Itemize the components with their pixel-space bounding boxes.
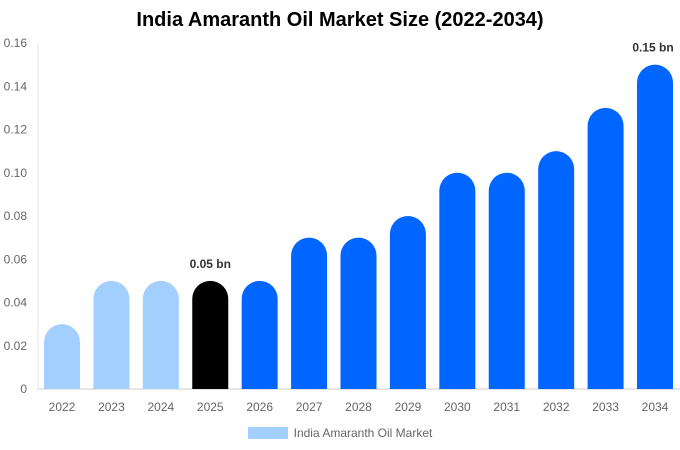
- x-tick-label: 2024: [147, 400, 174, 414]
- y-tick-label: 0.02: [4, 339, 28, 353]
- y-tick-label: 0.08: [4, 209, 28, 223]
- bar-2034: [637, 64, 673, 389]
- bar-2033: [587, 107, 624, 390]
- y-tick-label: 0: [20, 382, 27, 396]
- bar-2022: [44, 324, 80, 389]
- x-tick-label: 2022: [49, 400, 76, 414]
- bar-2026: [241, 280, 278, 389]
- x-tick-label: 2028: [345, 400, 372, 414]
- y-tick-label: 0.10: [4, 166, 28, 180]
- bar-2023: [93, 280, 130, 389]
- legend[interactable]: India Amaranth Oil Market: [0, 426, 680, 440]
- x-tick-label: 2034: [642, 400, 669, 414]
- data-label-2025: 0.05 bn: [190, 257, 231, 271]
- x-tick-label: 2030: [444, 400, 471, 414]
- x-tick-label: 2027: [296, 400, 323, 414]
- x-tick-label: 2023: [98, 400, 125, 414]
- bar-2025: [192, 280, 229, 389]
- x-tick-label: 2033: [592, 400, 619, 414]
- x-tick-label: 2025: [197, 400, 224, 414]
- bar-2028: [340, 237, 377, 389]
- bar-2027: [291, 237, 328, 389]
- chart-title: India Amaranth Oil Market Size (2022-203…: [136, 9, 544, 31]
- data-label-2034: 0.15 bn: [632, 41, 673, 55]
- y-tick-label: 0.06: [4, 252, 28, 266]
- y-tick-label: 0.04: [4, 296, 28, 310]
- x-tick-label: 2031: [493, 400, 520, 414]
- y-tick-label: 0.16: [4, 36, 28, 50]
- y-tick-label: 0.14: [4, 79, 28, 93]
- bar-2029: [389, 216, 426, 389]
- x-tick-label: 2026: [246, 400, 273, 414]
- legend-swatch: [247, 427, 288, 439]
- bar-2030: [439, 172, 476, 389]
- bar-2024: [142, 280, 179, 389]
- bar-2032: [538, 151, 575, 389]
- y-tick-label: 0.12: [4, 123, 28, 137]
- legend-label: India Amaranth Oil Market: [293, 426, 433, 440]
- x-tick-label: 2029: [395, 400, 422, 414]
- bar-2031: [488, 172, 525, 389]
- x-tick-label: 2032: [543, 400, 570, 414]
